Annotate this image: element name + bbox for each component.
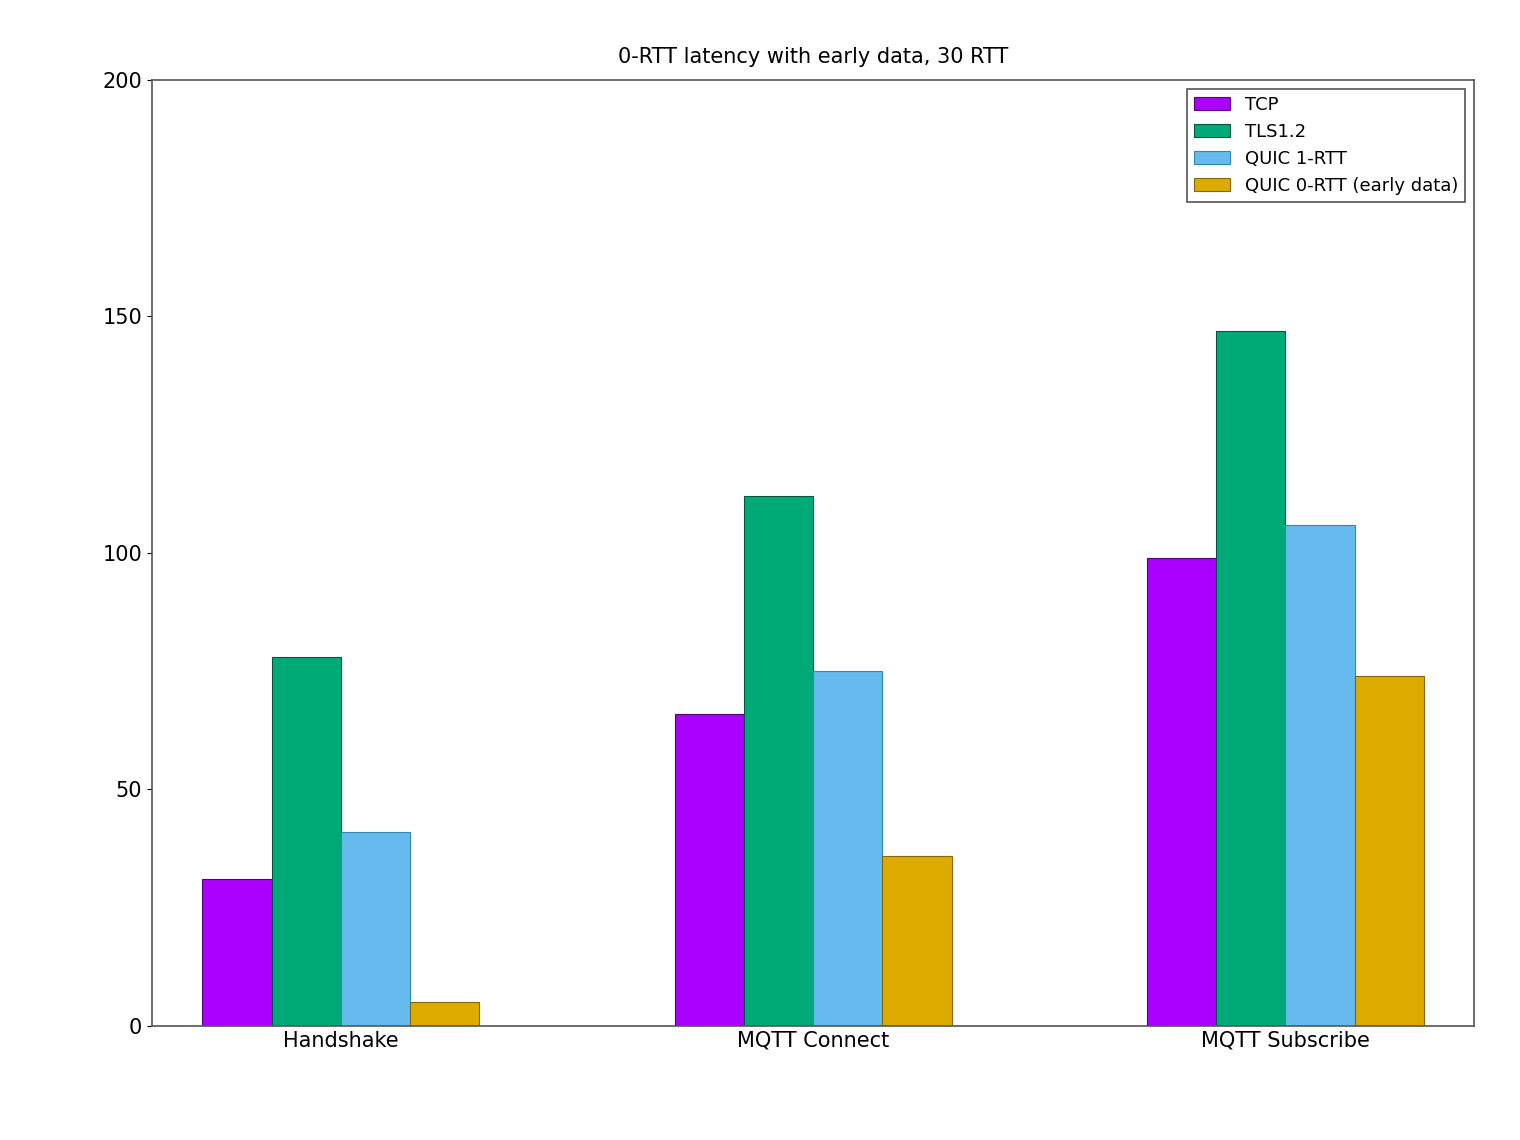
Bar [813, 671, 883, 1026]
Bar [1286, 524, 1354, 1026]
Bar [1216, 331, 1286, 1026]
Bar [1148, 557, 1216, 1026]
Title: 0-RTT latency with early data, 30 RTT: 0-RTT latency with early data, 30 RTT [619, 47, 1008, 67]
Bar [883, 856, 952, 1026]
Bar [202, 879, 272, 1026]
Bar [340, 832, 410, 1026]
Bar [272, 657, 340, 1026]
Bar [1354, 676, 1424, 1026]
Bar [675, 714, 743, 1026]
Bar [410, 1002, 479, 1026]
Bar [743, 496, 813, 1026]
Legend: TCP, TLS1.2, QUIC 1-RTT, QUIC 0-RTT (early data): TCP, TLS1.2, QUIC 1-RTT, QUIC 0-RTT (ear… [1187, 89, 1465, 203]
